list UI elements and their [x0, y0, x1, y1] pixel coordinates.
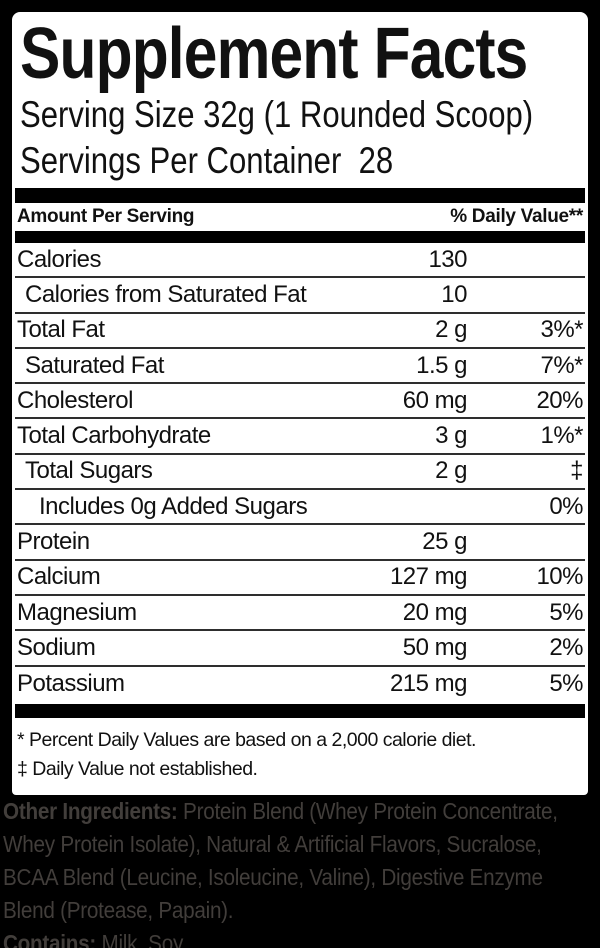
nutrient-amount: 50 mg	[402, 633, 468, 661]
nutrient-name: Potassium	[17, 670, 125, 698]
table-row: Saturated Fat 1.5 g 7%*	[15, 349, 585, 385]
footer-line: Other Ingredients: Protein Blend (Whey P…	[3, 795, 558, 828]
nutrient-amount: 10	[441, 280, 467, 308]
serving-size-line: Serving Size 32g (1 Rounded Scoop)	[20, 92, 585, 138]
nutrient-name: Calories from Saturated Fat	[25, 280, 307, 308]
table-row: Includes 0g Added Sugars 0%	[15, 490, 585, 526]
nutrient-name: Sodium	[17, 633, 96, 661]
nutrient-amount: 60 mg	[402, 386, 468, 414]
table-row: Magnesium 20 mg 5%	[15, 596, 585, 632]
nutrient-name: Calcium	[17, 563, 101, 591]
footer-line: Blend (Protease, Papain).	[3, 894, 540, 927]
nutrient-name: Cholesterol	[17, 386, 133, 414]
footer-line: BCAA Blend (Leucine, Isoleucine, Valine)…	[3, 861, 543, 894]
daily-value-header: % Daily Value**	[450, 206, 583, 227]
footnotes: * Percent Daily Values are based on a 2,…	[17, 726, 585, 784]
footer-text: BCAA Blend (Leucine, Isoleucine, Valine)…	[3, 864, 543, 890]
amount-per-serving-header: Amount Per Serving	[17, 206, 195, 227]
servings-per-container-line: Servings Per Container 28	[20, 138, 585, 184]
nutrient-name: Saturated Fat	[25, 351, 164, 379]
table-row: Potassium 215 mg 5%	[15, 667, 585, 702]
divider-bar-top	[15, 188, 585, 203]
nutrient-daily-value: 20%	[536, 386, 583, 414]
table-row: Total Fat 2 g 3%*	[15, 314, 585, 349]
nutrient-amount: 2 g	[435, 316, 467, 344]
nutrient-amount: 215 mg	[389, 670, 468, 698]
footer-text: Milk, Soy.	[96, 930, 187, 948]
table-row: Total Carbohydrate 3 g 1%*	[15, 419, 585, 455]
nutrient-daily-value: 2%	[549, 633, 583, 661]
footer-line: Contains: Milk, Soy.	[3, 927, 540, 948]
nutrient-name: Magnesium	[17, 598, 137, 626]
facts-panel: Supplement Facts Serving Size 32g (1 Rou…	[12, 12, 588, 795]
table-row: Sodium 50 mg 2%	[15, 631, 585, 667]
nutrient-amount: 20 mg	[402, 598, 468, 626]
nutrient-daily-value: 5%	[549, 598, 583, 626]
footer-bold-label: Contains:	[3, 930, 97, 948]
nutrient-name: Calories	[17, 245, 102, 273]
footer-text: Protein Blend (Whey Protein Concentrate,	[177, 798, 558, 824]
footnote-not-established: ‡ Daily Value not established.	[17, 757, 258, 780]
nutrient-amount: 3 g	[435, 422, 467, 450]
divider-bar-header	[15, 231, 585, 243]
nutrient-name: Total Sugars	[25, 457, 153, 485]
servings-per-container-text: Servings Per Container 28	[20, 140, 394, 181]
nutrient-daily-value: 10%	[536, 563, 583, 591]
table-row: Calories from Saturated Fat 10	[15, 278, 585, 314]
divider-bar-bottom	[15, 703, 585, 718]
table-row: Protein 25 g	[15, 525, 585, 561]
nutrient-name: Total Fat	[17, 316, 105, 344]
footer-text: Whey Protein Isolate), Natural & Artific…	[3, 831, 542, 857]
nutrient-amount: 130	[428, 245, 467, 273]
footnote-daily-values: * Percent Daily Values are based on a 2,…	[17, 728, 476, 751]
footer-line: Whey Protein Isolate), Natural & Artific…	[3, 828, 542, 861]
table-header: Amount Per Serving % Daily Value**	[15, 203, 585, 231]
table-row: Total Sugars 2 g ‡	[15, 455, 585, 491]
serving-size-text: Serving Size 32g (1 Rounded Scoop)	[20, 94, 534, 135]
footer-bold-label: Other Ingredients:	[3, 798, 178, 824]
nutrient-amount: 1.5 g	[416, 351, 467, 379]
facts-table: Calories 130 Calories from Saturated Fat 10…	[15, 243, 585, 702]
nutrient-daily-value: 0%	[549, 492, 583, 520]
table-row: Calcium 127 mg 10%	[15, 561, 585, 596]
page-title-text: Supplement Facts	[20, 14, 528, 94]
footer-text: Blend (Protease, Papain).	[3, 897, 234, 923]
nutrient-daily-value: 7%*	[540, 351, 583, 379]
nutrient-daily-value: 1%*	[540, 422, 583, 450]
table-row: Calories 130	[15, 243, 585, 279]
nutrient-amount: 25 g	[422, 528, 467, 556]
nutrient-daily-value: 5%	[549, 670, 583, 698]
nutrient-daily-value: ‡	[570, 457, 583, 485]
nutrient-amount: 127 mg	[389, 563, 468, 591]
nutrient-amount: 2 g	[435, 457, 467, 485]
table-row: Cholesterol 60 mg 20%	[15, 384, 585, 420]
nutrient-name: Protein	[17, 528, 90, 556]
other-ingredients-section: Other Ingredients: Protein Blend (Whey P…	[3, 795, 600, 948]
nutrient-name: Includes 0g Added Sugars	[39, 492, 308, 520]
page-title: Supplement Facts	[20, 14, 585, 94]
nutrient-daily-value: 3%*	[540, 316, 583, 344]
nutrient-name: Total Carbohydrate	[17, 422, 211, 450]
